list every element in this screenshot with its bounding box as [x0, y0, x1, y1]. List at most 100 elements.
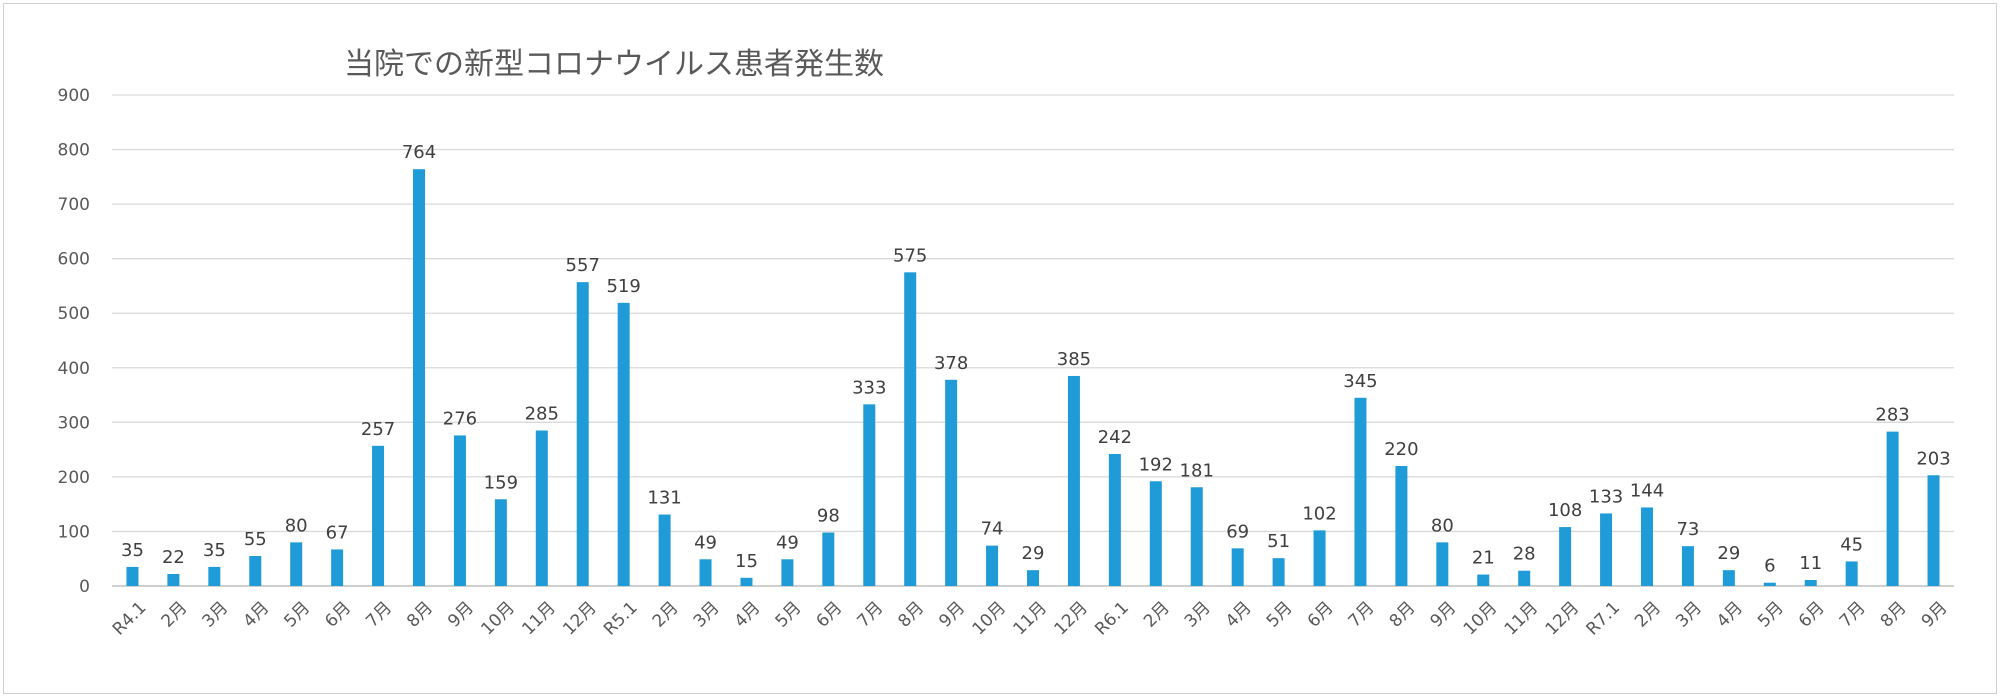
bar	[1067, 375, 1080, 586]
chart-svg: 当院での新型コロナウイルス患者発生数 0 100 200 300 400 500 600 70…	[58, 47, 1954, 640]
bar	[1722, 570, 1735, 586]
x-tick-label: 10月	[1460, 598, 1501, 639]
data-label: 51	[1267, 531, 1290, 552]
x-tick-label: 2月	[1631, 598, 1665, 632]
x-tick-label: 7月	[853, 598, 887, 632]
data-label: 80	[1431, 515, 1454, 536]
x-tick-label: 6月	[813, 598, 847, 632]
x-tick-label: 3月	[199, 598, 233, 632]
bar	[1477, 574, 1490, 586]
bar	[1681, 546, 1694, 586]
data-label: 35	[121, 540, 144, 561]
data-label: 22	[162, 547, 185, 568]
data-label: 15	[735, 551, 758, 572]
data-label: 98	[817, 506, 840, 527]
data-label: 283	[1875, 405, 1909, 426]
x-tick-label: 2月	[158, 598, 192, 632]
bar	[1886, 431, 1899, 586]
data-label: 242	[1098, 427, 1132, 448]
bar	[945, 379, 958, 586]
x-tick-label: 11月	[518, 598, 559, 639]
y-tick-label: 300	[58, 413, 90, 433]
x-tick-label: 4月	[731, 598, 765, 632]
data-label: 203	[1916, 448, 1950, 469]
x-tick-label: 2月	[649, 598, 683, 632]
bar	[1600, 513, 1613, 586]
bar	[290, 542, 303, 586]
data-label: 49	[776, 532, 799, 553]
bar	[617, 302, 630, 586]
bar	[1313, 530, 1326, 586]
bar	[167, 573, 180, 586]
x-tick-label: R6.1	[1091, 598, 1133, 640]
y-tick-label: 800	[58, 141, 90, 161]
bar	[1354, 397, 1367, 586]
bar	[822, 532, 835, 586]
bar	[1231, 548, 1244, 586]
bar	[1272, 558, 1285, 586]
y-tick-label: 600	[58, 250, 90, 270]
x-tick-label: 2月	[1140, 598, 1174, 632]
gridlines	[112, 94, 1954, 587]
bar	[740, 577, 753, 586]
x-tick-label: 8月	[403, 598, 437, 632]
x-tick-label: 12月	[1542, 598, 1583, 639]
x-tick-label: 7月	[1836, 598, 1870, 632]
y-tick-label: 400	[58, 359, 90, 379]
x-tick-label: 12月	[559, 598, 600, 639]
bar	[904, 272, 917, 586]
chart-frame: 当院での新型コロナウイルス患者発生数 0 100 200 300 400 500 600 70…	[3, 3, 1997, 694]
data-label: 345	[1343, 371, 1377, 392]
y-tick-label: 500	[58, 304, 90, 324]
x-tick-label: 4月	[239, 598, 273, 632]
bar	[1108, 453, 1121, 586]
bar	[208, 566, 221, 586]
x-tick-label: 5月	[280, 598, 314, 632]
data-label: 133	[1589, 486, 1623, 507]
x-tick-label: 8月	[1386, 598, 1420, 632]
x-tick-label: 5月	[1754, 598, 1788, 632]
data-label: 181	[1180, 460, 1214, 481]
bar	[1804, 579, 1817, 586]
x-tick-label: 9月	[1918, 598, 1952, 632]
bar	[331, 549, 344, 586]
data-label: 6	[1764, 556, 1775, 577]
y-tick-label: 200	[58, 468, 90, 488]
data-label: 69	[1226, 521, 1249, 542]
data-label: 102	[1302, 503, 1336, 524]
x-tick-label: R4.1	[109, 598, 151, 640]
bar	[699, 559, 712, 586]
x-tick-label: 4月	[1713, 598, 1747, 632]
x-tick-label: 7月	[362, 598, 396, 632]
data-label: 144	[1630, 480, 1664, 501]
chart-title: 当院での新型コロナウイルス患者発生数	[344, 47, 884, 82]
x-tick-label: 6月	[1304, 598, 1338, 632]
bar	[1763, 582, 1776, 586]
bar	[126, 566, 139, 586]
bar	[986, 545, 999, 586]
x-tick-label: 9月	[444, 598, 478, 632]
bar	[1559, 527, 1572, 586]
x-tick-label: R7.1	[1582, 598, 1624, 640]
bar	[1436, 542, 1449, 586]
x-tick-label: 3月	[690, 598, 724, 632]
bar	[372, 445, 385, 586]
bars	[126, 169, 1940, 586]
x-tick-label: 9月	[935, 598, 969, 632]
x-tick-label: 10月	[969, 598, 1010, 639]
bar	[1190, 487, 1203, 586]
bar	[535, 430, 548, 586]
data-label: 557	[566, 255, 600, 276]
data-label: 45	[1840, 534, 1863, 555]
data-label: 29	[1022, 543, 1045, 564]
y-tick-label: 0	[79, 577, 90, 597]
data-label: 285	[525, 404, 559, 425]
bar	[1149, 481, 1162, 586]
data-label: 29	[1717, 543, 1740, 564]
data-label: 21	[1472, 548, 1495, 569]
x-tick-label: 9月	[1427, 598, 1461, 632]
data-label: 55	[244, 529, 267, 550]
data-label: 257	[361, 419, 395, 440]
y-axis-ticks: 0 100 200 300 400 500 600 700 800 900	[58, 86, 90, 597]
data-label: 220	[1384, 439, 1418, 460]
